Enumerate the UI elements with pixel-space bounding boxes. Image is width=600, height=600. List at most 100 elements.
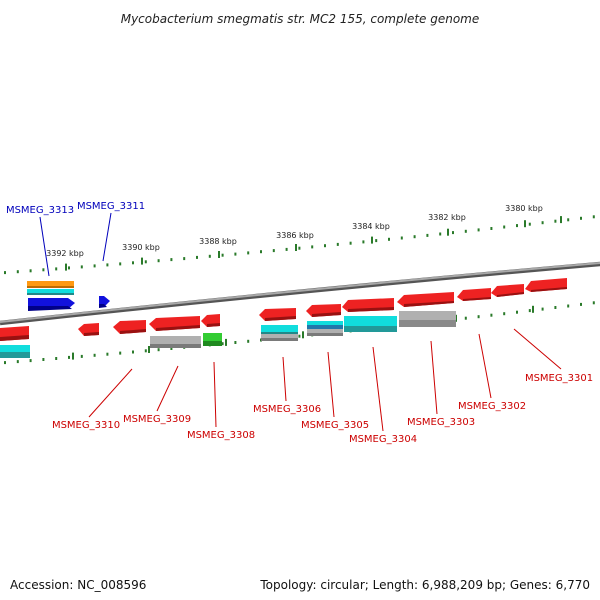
minor-tick (388, 237, 390, 241)
gene-label-msmeg-3309[interactable]: MSMEG_3309 (123, 414, 191, 425)
gene-bar-cyan-3305[interactable] (307, 321, 343, 326)
minor-tick (311, 245, 314, 249)
minor-tick (68, 266, 70, 270)
kbp-label-3390: 3390 kbp (122, 243, 160, 252)
major-tick (532, 305, 534, 313)
leader-line-msmeg-3305 (327, 351, 335, 418)
minor-tick (4, 271, 6, 275)
minor-tick (55, 267, 58, 271)
minor-tick (144, 260, 147, 264)
minor-tick (490, 313, 493, 317)
gene-label-msmeg-3311[interactable]: MSMEG_3311 (77, 201, 145, 212)
major-tick (218, 251, 220, 258)
minor-tick (16, 360, 19, 364)
minor-tick (400, 236, 403, 240)
minor-tick (42, 268, 45, 272)
gene-arrow-msmeg-3308-shade (156, 325, 200, 331)
gene-label-msmeg-3306[interactable]: MSMEG_3306 (253, 404, 321, 415)
gene-bar-cyan-3304[interactable] (344, 316, 397, 326)
gene-arrow-msmeg-3313-shade (28, 306, 72, 311)
minor-tick (516, 310, 518, 314)
gene-bar-cyan-3306-shade (261, 332, 298, 334)
forward-strand-genes (27, 281, 110, 311)
leader-line-msmeg-3311 (102, 212, 112, 262)
minor-tick (298, 334, 301, 338)
major-tick (447, 228, 449, 236)
gene-bar-gray-3305[interactable] (307, 329, 343, 334)
minor-tick (452, 231, 454, 235)
minor-tick (157, 259, 160, 263)
minor-tick (80, 265, 83, 269)
kbp-labels: 3380 kbp 3382 kbp 3384 kbp 3386 kbp 3388… (46, 204, 543, 258)
reverse-strand-genes (0, 278, 567, 358)
gene-arrow-msmeg-3311-shade (99, 304, 107, 308)
gene-arrow-msmeg-3310-shade (84, 332, 99, 336)
gene-arrow-msmeg-3301a-shade (497, 292, 524, 297)
minor-tick (349, 241, 352, 245)
minor-tick (477, 228, 480, 232)
gene-label-msmeg-3303[interactable]: MSMEG_3303 (407, 417, 475, 428)
minor-tick (336, 242, 339, 246)
gene-bar-gray-3309[interactable] (150, 336, 201, 345)
gene-bar-gray-3306-shade (261, 338, 298, 341)
minor-tick (93, 353, 96, 357)
minor-tick (298, 246, 301, 250)
minor-tick (375, 239, 378, 243)
gene-label-msmeg-3310[interactable]: MSMEG_3310 (52, 420, 120, 431)
minor-tick (503, 225, 506, 229)
minor-tick (29, 269, 32, 273)
accession-text: Accession: NC_008596 (10, 578, 147, 592)
minor-tick (106, 352, 109, 356)
minor-tick (196, 255, 198, 259)
major-tick (560, 216, 562, 224)
minor-tick (439, 232, 442, 236)
kbp-label-3384: 3384 kbp (352, 222, 390, 231)
gene-label-msmeg-3305[interactable]: MSMEG_3305 (301, 420, 369, 431)
gene-arrow-msmeg-3303-shade (404, 301, 454, 307)
minor-tick (464, 316, 467, 320)
gene-bar-teal-3304 (344, 326, 397, 332)
gene-label-msmeg-3301[interactable]: MSMEG_3301 (525, 373, 593, 384)
leader-line-msmeg-3308 (213, 361, 217, 428)
gene-bar-gray-3305-shade (307, 333, 343, 336)
gene-arrow-msmeg-3304-shade (348, 307, 394, 312)
genome-summary-text: Topology: circular; Length: 6,988,209 bp… (260, 578, 590, 592)
major-tick (148, 346, 150, 353)
minor-tick (490, 227, 493, 230)
minor-tick (503, 312, 506, 316)
major-tick (295, 244, 297, 251)
gene-arrow-left-edge-shade (0, 335, 29, 341)
gene-bar-cyan-3306[interactable] (261, 325, 298, 332)
minor-tick (528, 309, 531, 313)
minor-tick (413, 235, 416, 239)
gene-bar-green[interactable] (203, 333, 222, 342)
gene-arrow-msmeg-3308b-shade (207, 323, 220, 327)
minor-tick (464, 229, 467, 233)
gene-bar-gray-3303-shade (399, 320, 456, 327)
gene-bar-left-edge-cyan[interactable] (0, 345, 30, 353)
minor-tick (260, 250, 262, 254)
gene-label-msmeg-3313[interactable]: MSMEG_3313 (6, 205, 74, 216)
minor-tick (477, 315, 480, 319)
gene-label-msmeg-3308[interactable]: MSMEG_3308 (187, 430, 255, 441)
major-tick (302, 331, 304, 339)
minor-tick (208, 254, 211, 258)
gene-label-msmeg-3302[interactable]: MSMEG_3302 (458, 401, 526, 412)
gene-bar-gray-3303[interactable] (399, 311, 456, 321)
gene-label-msmeg-3304[interactable]: MSMEG_3304 (349, 434, 417, 445)
minor-tick (106, 263, 109, 267)
gene-bar-gray-3309-shade (150, 344, 201, 348)
gene-arrow-msmeg-3306-shade (265, 316, 296, 321)
minor-tick (119, 262, 122, 266)
gene-bar-gray-3306[interactable] (261, 334, 298, 339)
kbp-label-3388: 3388 kbp (199, 237, 237, 246)
gene-bar-orange[interactable] (27, 281, 74, 286)
minor-tick (362, 240, 365, 244)
gene-bar-cyan[interactable] (27, 289, 74, 293)
minor-tick (55, 357, 58, 360)
gene-bar-blue-3305 (307, 325, 343, 329)
minor-tick (541, 221, 544, 225)
minor-tick (170, 347, 173, 350)
minor-tick (80, 354, 83, 358)
